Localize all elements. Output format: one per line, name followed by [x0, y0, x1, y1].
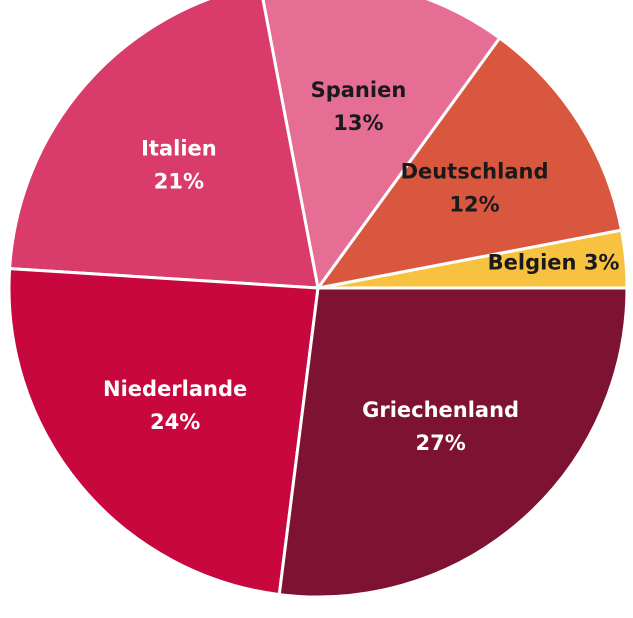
pie-slice: [8, 0, 320, 290]
pie-slice: [314, 35, 624, 291]
value-label: 12%: [449, 193, 499, 217]
pie-slice: [261, 0, 502, 292]
value-label: 13%: [333, 111, 383, 135]
pie-slice: [277, 286, 629, 599]
category-label: Belgien: [488, 251, 577, 275]
category-label: Italien: [141, 136, 217, 160]
category-label: Spanien: [311, 78, 407, 102]
pie-slice: [7, 267, 320, 597]
value-label: 27%: [415, 431, 465, 455]
slice-label: Belgien 3%: [488, 251, 620, 275]
value-label: 21%: [154, 169, 204, 193]
category-label: Niederlande: [103, 377, 247, 401]
value-label: 24%: [150, 410, 200, 434]
value-label: 3%: [584, 251, 620, 275]
category-label: Deutschland: [401, 160, 549, 184]
category-label: Griechenland: [362, 398, 519, 422]
